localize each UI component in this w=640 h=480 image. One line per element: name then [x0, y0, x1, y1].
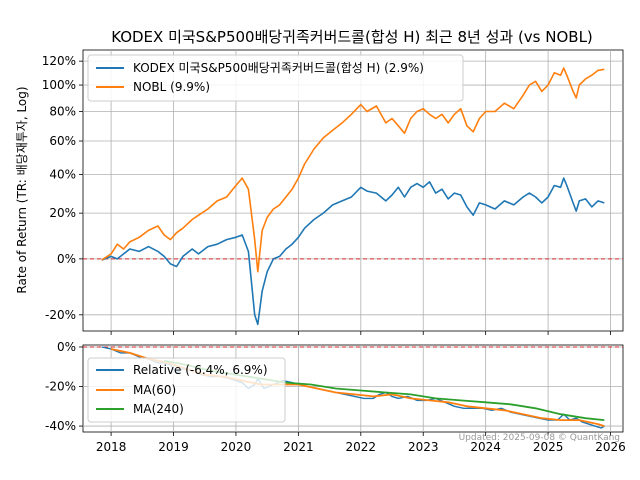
legend-label-relative: Relative (-6.4%, 6.9%) [133, 363, 268, 377]
x-tick-label: 2026 [595, 440, 626, 454]
top-y-tick-label: 60% [49, 134, 76, 148]
top-grid [83, 50, 623, 331]
bottom-legend-box [87, 357, 286, 423]
legend-label-nobl: NOBL (9.9%) [133, 80, 210, 94]
x-tick-label: 2018 [96, 440, 127, 454]
top-legend-box [87, 54, 464, 102]
top-y-tick-label: 80% [49, 104, 76, 118]
top-x-ticks [110, 331, 611, 335]
bottom-legend: Relative (-6.4%, 6.9%) MA(60) MA(240) [87, 357, 286, 423]
top-y-tick-label: -20% [45, 308, 76, 322]
bottom-y-tick-label: -20% [45, 380, 76, 394]
legend-label-ma60: MA(60) [133, 383, 176, 397]
series-nobl-line [101, 67, 605, 273]
bottom-x-ticks: 2018 2019 2020 2021 2022 2023 2024 2025 2026 [96, 432, 626, 454]
legend-label-kodex: KODEX 미국S&P500배당귀족커버드콜(합성 H) (2.9%) [133, 61, 424, 75]
top-y-tick-label: 100% [42, 78, 76, 92]
bottom-y-tick-label: -40% [45, 419, 76, 433]
x-tick-label: 2021 [283, 440, 314, 454]
chart-title: KODEX 미국S&P500배당귀족커버드콜(합성 H) 최근 8년 성과 (v… [111, 28, 593, 46]
top-y-tick-label: 20% [49, 206, 76, 220]
watermark: Updated: 2025-09-08 © QuantKang [459, 433, 620, 443]
x-tick-label: 2024 [470, 440, 501, 454]
x-tick-label: 2019 [158, 440, 189, 454]
x-tick-label: 2022 [346, 440, 377, 454]
bottom-y-ticks: 0% -20% -40% [45, 340, 83, 433]
x-tick-label: 2025 [533, 440, 564, 454]
series-kodex-line [101, 177, 605, 326]
top-series-layer [101, 67, 605, 326]
x-tick-label: 2020 [221, 440, 252, 454]
top-y-tick-label: 0% [57, 252, 76, 266]
top-y-tick-label: 40% [49, 167, 76, 181]
top-y-axis-label: Rate of Return (TR: 배당재투자, Log) [15, 86, 29, 293]
top-legend: KODEX 미국S&P500배당귀족커버드콜(합성 H) (2.9%) NOBL… [87, 54, 464, 102]
top-y-ticks: -20% 0% 20% 40% 60% 80% 100% 120% [42, 54, 83, 322]
legend-label-ma240: MA(240) [133, 402, 184, 416]
bottom-y-tick-label: 0% [57, 340, 76, 354]
x-tick-label: 2023 [408, 440, 439, 454]
top-y-tick-label: 120% [42, 54, 76, 68]
